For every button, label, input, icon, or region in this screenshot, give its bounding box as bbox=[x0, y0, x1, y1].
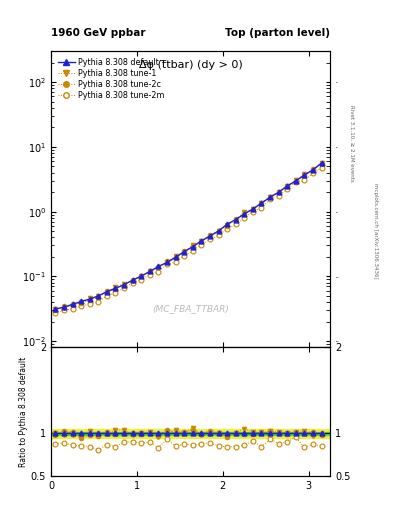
Text: (MC_FBA_TTBAR): (MC_FBA_TTBAR) bbox=[152, 304, 229, 313]
Text: mcplots.cern.ch [arXiv:1306.3436]: mcplots.cern.ch [arXiv:1306.3436] bbox=[373, 183, 378, 278]
Legend: Pythia 8.308 default, Pythia 8.308 tune-1, Pythia 8.308 tune-2c, Pythia 8.308 tu: Pythia 8.308 default, Pythia 8.308 tune-… bbox=[55, 55, 167, 102]
Y-axis label: Ratio to Pythia 8.308 default: Ratio to Pythia 8.308 default bbox=[19, 357, 28, 467]
Text: Top (parton level): Top (parton level) bbox=[225, 28, 330, 38]
Text: 1960 GeV ppbar: 1960 GeV ppbar bbox=[51, 28, 145, 38]
Text: Δφ (t̅tbar) (dy > 0): Δφ (t̅tbar) (dy > 0) bbox=[139, 60, 242, 70]
Text: Rivet 3.1.10, ≥ 2.1M events: Rivet 3.1.10, ≥ 2.1M events bbox=[349, 105, 354, 182]
